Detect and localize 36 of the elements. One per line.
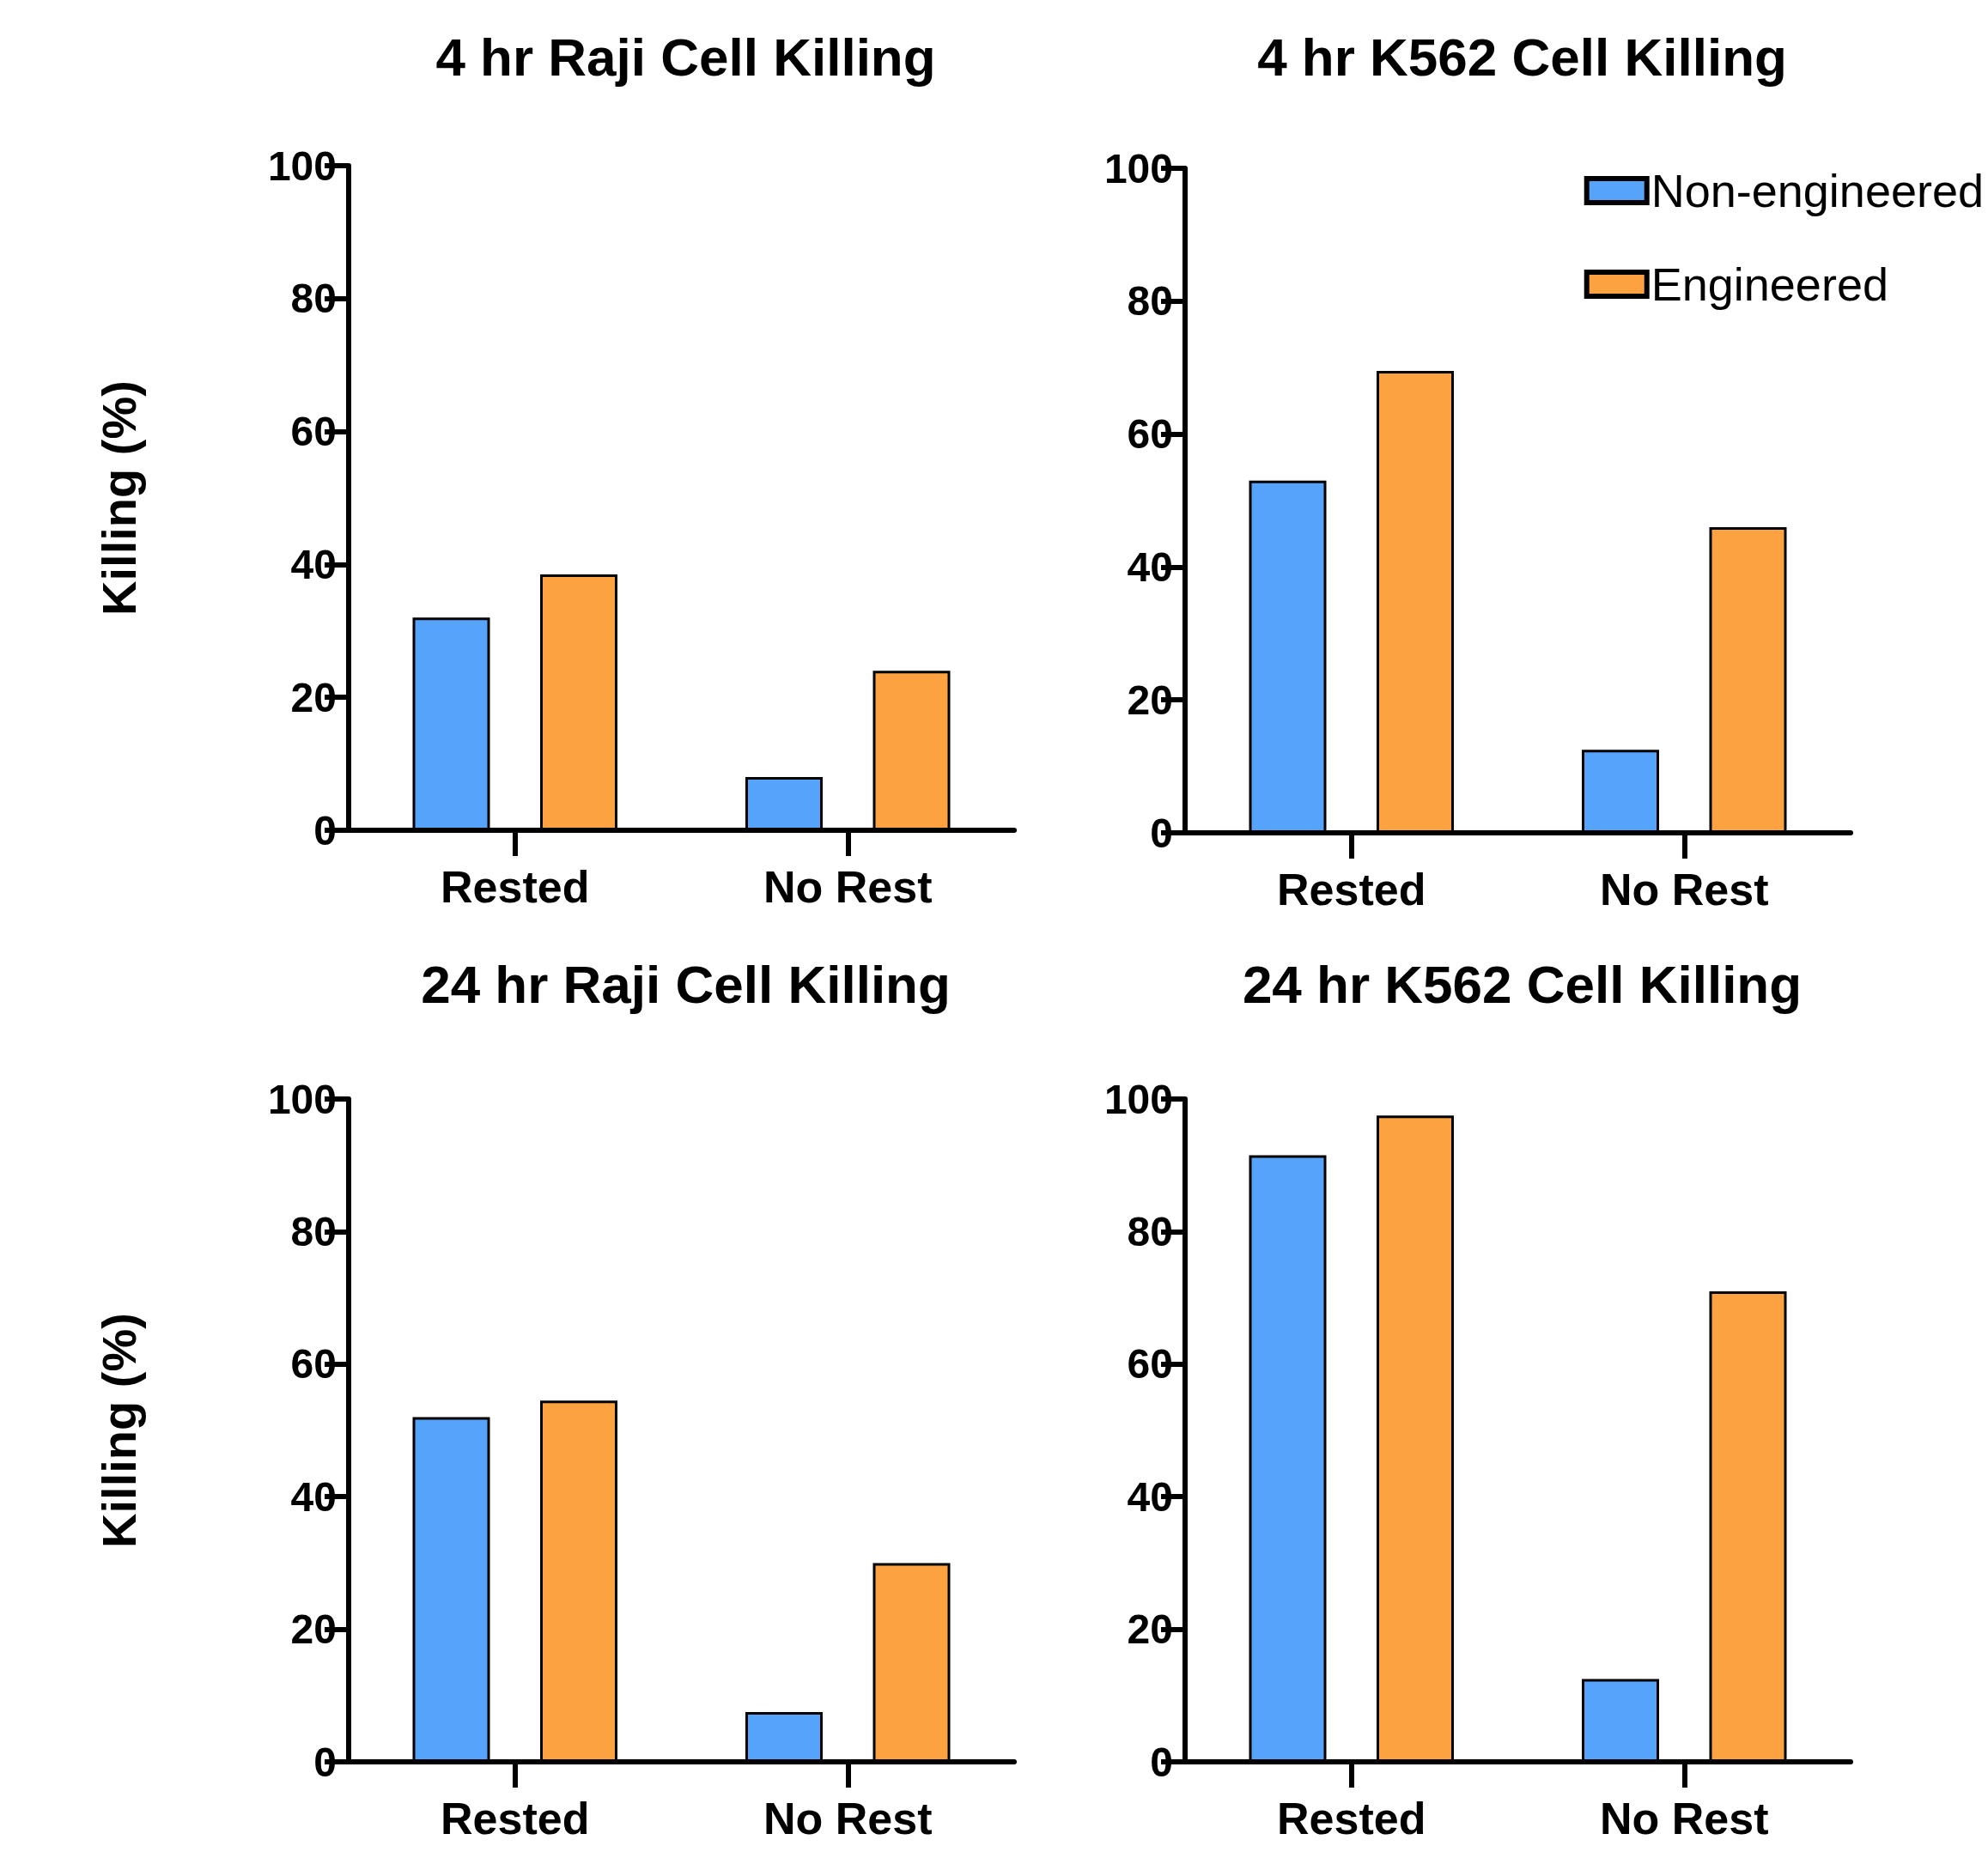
y-tick-label: 80 — [290, 276, 337, 322]
y-tick-label: 60 — [1127, 411, 1173, 458]
chart-title: 24 hr Raji Cell Killing — [421, 954, 951, 1014]
y-tick-label: 20 — [1127, 1606, 1173, 1653]
y-tick-label: 20 — [290, 674, 337, 720]
x-tick-label: Rested — [441, 862, 590, 912]
y-axis-title: Killing (%) — [91, 1313, 146, 1548]
chart-title: 4 hr Raji Cell Killing — [435, 27, 936, 87]
y-axis-title: Killing (%) — [91, 380, 146, 616]
legend-label: Non-engineered — [1651, 165, 1984, 216]
x-tick-label: No Rest — [1600, 865, 1769, 914]
y-tick-label: 60 — [290, 409, 337, 455]
chart-title: 24 hr K562 Cell Killing — [1242, 954, 1803, 1014]
y-tick-label: 40 — [1127, 1473, 1173, 1520]
y-tick-label: 60 — [1127, 1341, 1173, 1387]
x-tick-label: No Rest — [1600, 1794, 1769, 1843]
y-tick-label: 100 — [267, 143, 337, 189]
legend-label: Engineered — [1651, 258, 1888, 310]
y-tick-label: 60 — [290, 1341, 337, 1387]
chart-title: 4 hr K562 Cell Killing — [1257, 27, 1787, 87]
x-tick-label: Rested — [441, 1794, 590, 1843]
y-tick-label: 20 — [1127, 677, 1173, 723]
x-tick-label: No Rest — [763, 1794, 933, 1843]
y-tick-label: 80 — [1127, 1208, 1173, 1254]
y-tick-label: 40 — [290, 541, 337, 587]
y-tick-label: 20 — [290, 1606, 337, 1653]
x-tick-label: No Rest — [763, 862, 933, 912]
x-tick-label: Rested — [1277, 865, 1426, 914]
y-tick-label: 100 — [267, 1076, 337, 1122]
y-tick-label: 40 — [290, 1473, 337, 1520]
y-tick-label: 80 — [1127, 278, 1173, 325]
y-tick-label: 80 — [290, 1208, 337, 1254]
x-tick-label: Rested — [1277, 1794, 1426, 1843]
y-tick-label: 100 — [1103, 1076, 1173, 1122]
y-tick-label: 40 — [1127, 543, 1173, 590]
y-tick-label: 100 — [1103, 145, 1173, 191]
